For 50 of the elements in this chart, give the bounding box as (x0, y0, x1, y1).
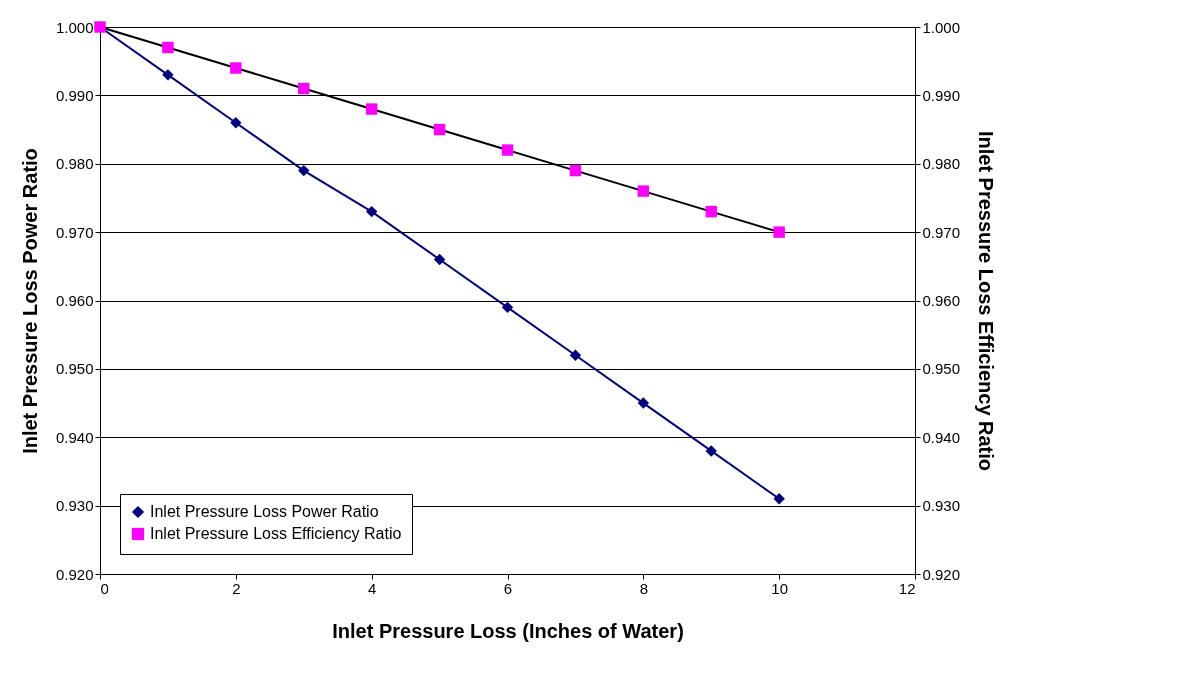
y2-tick-label: 0.990 (922, 86, 961, 104)
y2-tick-label: 0.930 (922, 497, 961, 515)
point (433, 253, 446, 266)
y2-tick-label: 0.920 (922, 565, 961, 583)
y2-axis-title: Inlet Pressure Loss Efficiency Ratio (975, 130, 998, 472)
y2-tick-label: 0.980 (922, 155, 961, 173)
point (501, 144, 514, 156)
point (298, 82, 310, 95)
x-tick-label: 2 (232, 579, 241, 597)
point (433, 123, 446, 136)
y2-tick-label: 0.940 (922, 428, 961, 446)
point (569, 349, 582, 361)
y-tick-label: 0.920 (55, 565, 94, 583)
legend-label: Inlet Pressure Loss Efficiency Ratio (150, 525, 402, 542)
point (569, 164, 582, 177)
y-tick-label: 0.960 (55, 292, 94, 309)
point (705, 445, 717, 457)
y2-tick-label: 0.950 (922, 360, 961, 378)
y-tick-label: 0.940 (55, 428, 94, 446)
point (230, 62, 242, 74)
y2-tick-label: 1.000 (922, 18, 961, 36)
point (162, 41, 174, 54)
x-tick-label: 10 (771, 579, 789, 597)
x-tick-label: 8 (639, 579, 649, 597)
y-tick-label: 0.930 (55, 497, 94, 515)
point (365, 205, 378, 218)
legend-label: Inlet Pressure Loss Power Ratio (150, 503, 379, 520)
point (501, 301, 514, 314)
point (773, 493, 785, 505)
y-tick-label: 0.950 (55, 360, 94, 378)
point (773, 226, 785, 238)
x-tick-label: 4 (367, 579, 377, 597)
y2-tick-label: 0.960 (922, 292, 961, 309)
point (637, 185, 650, 197)
y-tick-label: 1.000 (55, 18, 94, 36)
y-axis-title: Inlet Pressure Loss Power Ratio (18, 148, 41, 454)
point (637, 397, 650, 409)
x-tick-label: 6 (503, 579, 513, 597)
point (705, 205, 717, 218)
y-tick-label: 0.990 (55, 86, 94, 104)
y-tick-label: 0.970 (55, 223, 94, 241)
point (365, 103, 378, 115)
point (230, 117, 242, 129)
x-tick-label: 12 (898, 579, 916, 597)
y2-tick-label: 0.970 (922, 223, 961, 241)
x-tick-label: 0 (100, 579, 109, 597)
point (298, 164, 310, 177)
x-axis-title: Inlet Pressure Loss (Inches of Water) (332, 619, 684, 642)
point (162, 69, 174, 81)
y-tick-label: 0.980 (55, 155, 94, 173)
